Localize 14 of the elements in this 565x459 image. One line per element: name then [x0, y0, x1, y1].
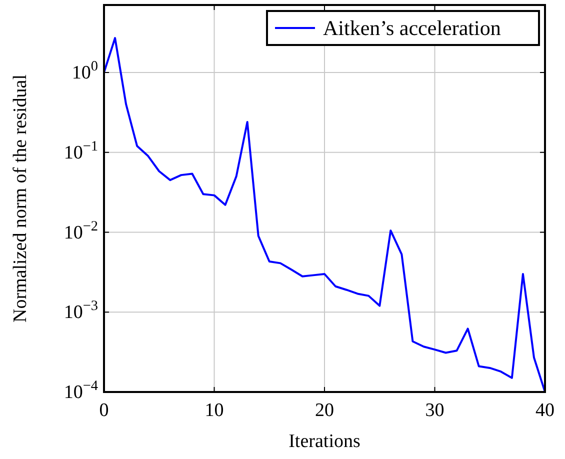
y-tick-label: 10$^{−1}$: [64, 138, 98, 164]
y-tick-label: 10$^{−4}$: [64, 378, 98, 403]
line-series: [103, 37, 546, 393]
legend-label: Aitken’s acceleration: [323, 16, 502, 40]
y-tick-label: 10$^{−3}$: [64, 298, 98, 324]
y-axis-title: Normalized norm of the residual: [10, 74, 31, 322]
y-tick-label: 10$^{0}$: [72, 58, 98, 84]
x-axis-title: Iterations: [288, 431, 360, 452]
x-tick-label: 10: [204, 400, 224, 421]
y-tick-label: 10$^{−2}$: [64, 218, 98, 244]
x-tick-label: 40: [536, 400, 554, 421]
x-tick-label: 20: [315, 400, 334, 421]
x-tick-label: 30: [425, 400, 444, 421]
x-tick-label: 0: [99, 400, 109, 421]
